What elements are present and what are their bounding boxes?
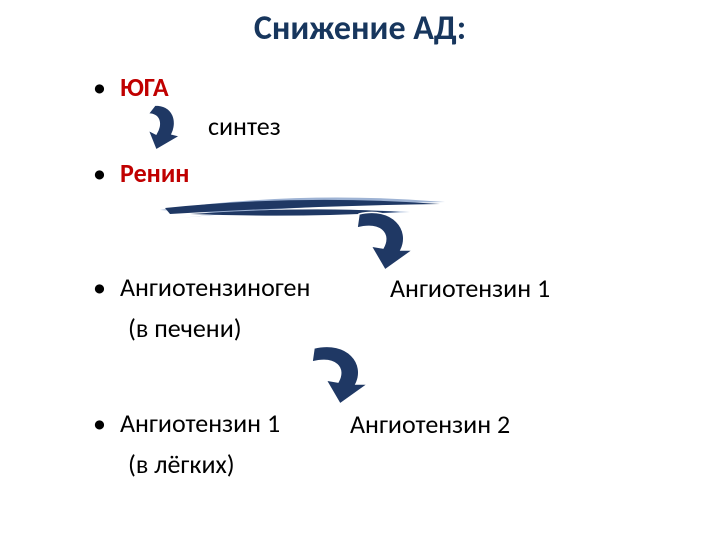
bullet-dot: • [93, 74, 106, 100]
label-angiotensin1a: Ангиотензин 1 [390, 272, 550, 304]
bullet-dot: • [93, 410, 106, 436]
bullet-angio1: • Ангиотензин 1 [93, 408, 280, 439]
bullet-angiogen: • Ангиотензиноген [93, 272, 310, 303]
label-sintez: синтез [208, 110, 281, 142]
label-liver: (в печени) [128, 312, 242, 344]
page-title: Снижение АД: [0, 0, 720, 49]
label-angiotensin1b: Ангиотензин 1 [120, 408, 280, 439]
label-yuga: ЮГА [120, 72, 169, 103]
arrow-curved-1 [120, 100, 190, 154]
arrow-curved-3 [290, 342, 376, 406]
label-angiotensin2: Ангиотензин 2 [350, 408, 510, 440]
title-text: Снижение АД: [254, 8, 466, 49]
label-renin: Ренин [120, 158, 190, 189]
arrow-curved-2 [335, 208, 421, 272]
label-angiotensinogen: Ангиотензиноген [120, 272, 310, 303]
bullet-dot: • [93, 274, 106, 300]
bullet-dot: • [93, 160, 106, 186]
label-lungs: (в лёгких) [128, 448, 235, 480]
bullet-yuga: • ЮГА [93, 72, 169, 103]
bullet-renin: • Ренин [93, 158, 190, 189]
